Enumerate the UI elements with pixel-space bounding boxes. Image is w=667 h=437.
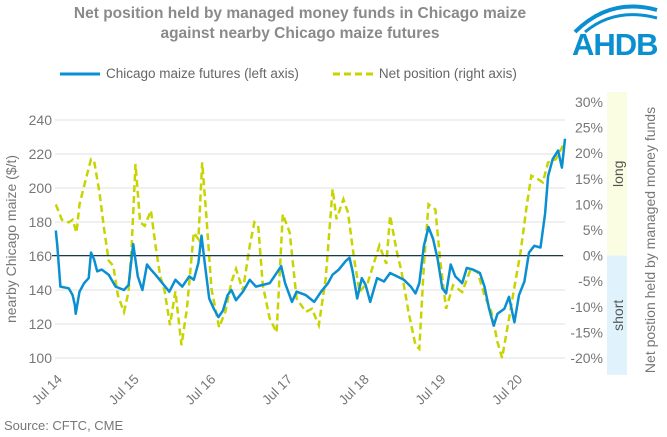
x-tick-label: Jul 16 <box>182 372 218 408</box>
y2-axis-label: Net postion held by managed money funds <box>642 107 658 373</box>
y2-tick-label: 5% <box>583 222 603 238</box>
y-tick-label: 200 <box>29 180 53 196</box>
legend-solid-line-icon <box>60 72 100 76</box>
legend-dashed-line-icon <box>332 72 373 76</box>
legend-label-net: Net position (right axis) <box>378 66 517 81</box>
legend-item-price: Chicago maize futures (left axis) <box>60 66 299 82</box>
legend: Chicago maize futures (left axis) Net po… <box>60 66 517 82</box>
y2-tick-label: -15% <box>570 324 603 340</box>
y2-tick-label: -5% <box>578 273 603 289</box>
long-band-label: long <box>610 161 626 187</box>
short-band-label: short <box>610 300 626 331</box>
x-tick-label: Jul 20 <box>489 372 525 408</box>
maize-futures-line <box>54 138 567 327</box>
ahdb-logo-arcs-icon <box>573 4 658 34</box>
y-axis-label: nearby Chicago maize ($/t) <box>3 155 19 323</box>
y2-tick-label: 15% <box>575 171 603 187</box>
x-tick-label: Jul 15 <box>106 372 142 408</box>
ahdb-logo: AHDB <box>572 27 659 62</box>
legend-item-net: Net position (right axis) <box>332 66 517 82</box>
x-tick-label: Jul 14 <box>29 371 65 407</box>
x-tick-label: Jul 18 <box>336 372 372 408</box>
y2-tick-label: -20% <box>570 350 603 366</box>
y-tick-label: 140 <box>29 282 53 298</box>
y2-tick-label: 20% <box>575 145 603 161</box>
y-tick-label: 120 <box>29 316 53 332</box>
y2-tick-label: 0% <box>583 248 603 264</box>
y-tick-label: 240 <box>29 112 53 128</box>
chart-title: Net position held by managed money funds… <box>73 5 527 42</box>
y2-tick-label: 30% <box>575 94 603 110</box>
y-tick-label: 100 <box>29 350 53 366</box>
y2-tick-label: -10% <box>570 299 603 315</box>
short-band <box>607 255 627 375</box>
net-position-line <box>54 142 566 359</box>
source-note: Source: CFTC, CME <box>4 418 124 433</box>
x-tick-label: Jul 17 <box>259 372 295 408</box>
y-tick-label: 180 <box>29 214 53 230</box>
y2-tick-label: 25% <box>575 120 603 136</box>
long-band <box>607 92 627 256</box>
y-tick-label: 160 <box>29 248 53 264</box>
legend-label-price: Chicago maize futures (left axis) <box>106 66 299 81</box>
x-tick-label: Jul 19 <box>412 372 448 408</box>
y2-tick-label: 10% <box>575 196 603 212</box>
y-tick-label: 220 <box>29 146 53 162</box>
